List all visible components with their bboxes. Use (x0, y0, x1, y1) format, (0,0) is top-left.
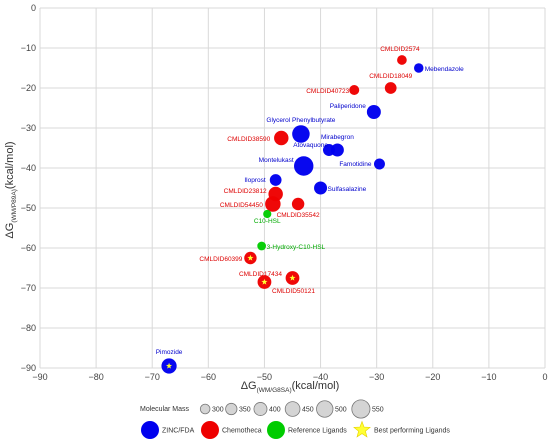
point-label-cmldid40723: CMLDID40723 (306, 88, 349, 95)
point-label-cmldid38590: CMLDID38590 (227, 136, 270, 143)
x-tick-label: −70 (145, 372, 160, 382)
point-mebendazole (413, 63, 424, 73)
x-tick-label: 0 (542, 372, 547, 382)
point-label-3-hydroxy-c10-hsl: 3-Hydroxy-C10-HSL (267, 244, 326, 251)
point-label-atovaquone: Atovaquone (293, 142, 328, 149)
size-legend-circle (316, 400, 334, 418)
point-cmldid18049 (384, 82, 397, 94)
x-tick-label: −10 (481, 372, 496, 382)
point-mirabegron (330, 143, 344, 157)
point-label-pimozide: Pimozide (156, 349, 183, 356)
point-label-cmldid54450: CMLDID54450 (220, 202, 263, 209)
size-legend-circle (225, 402, 238, 416)
size-legend-value: 550 (372, 407, 384, 414)
point-label-cmldid60399: CMLDID60399 (199, 256, 242, 263)
size-legend-value: 300 (212, 407, 224, 414)
point-paliperidone (366, 105, 381, 119)
y-tick-label: −90 (21, 363, 36, 373)
point-label-iloprost: Iloprost (244, 177, 266, 184)
x-axis-label: ΔG(WM/G8SA)(kcal/mol) (241, 380, 340, 394)
y-tick-label: −20 (21, 83, 36, 93)
point-label-sulfasalazine: Sulfasalazine (328, 186, 367, 193)
legend-label-reference-ligands: Reference Ligands (288, 428, 347, 435)
x-tick-label: −60 (201, 372, 216, 382)
size-legend-title: Molecular Mass (140, 406, 190, 413)
best-star-icon (289, 274, 296, 281)
legend-star-icon (353, 420, 371, 438)
legend-label-best-performing-ligands: Best performing Ligands (374, 428, 450, 435)
size-legend-circle (351, 399, 371, 419)
point-label-cmldid35542: CMLDID35542 (277, 212, 320, 219)
y-tick-label: −40 (21, 163, 36, 173)
point-cmldid54450 (265, 196, 281, 212)
point-cmldid2574 (397, 55, 407, 65)
y-tick-label: −30 (21, 123, 36, 133)
point-cmldid35542 (291, 197, 305, 211)
point-label-famotidine: Famotidine (339, 161, 372, 168)
y-tick-label: −80 (21, 323, 36, 333)
legend-label-zinc-fda: ZINC/FDA (162, 428, 195, 435)
point-label-cmldid23812: CMLDID23812 (224, 188, 267, 195)
grid (39, 7, 546, 369)
point-c10-hsl (263, 209, 272, 219)
point-cmldid40723 (349, 84, 360, 96)
color-legend: ZINC/FDA Chemotheca Reference Ligands Best … (141, 420, 450, 439)
size-legend-value: 400 (269, 407, 281, 414)
x-tick-label: −50 (257, 372, 272, 382)
point-3-hydroxy-c10-hsl (257, 241, 266, 251)
size-legend-circle (253, 402, 268, 416)
best-star-icon (247, 254, 254, 261)
y-axis-label: ΔG(WM/P89A)(kcal/mol) (4, 141, 18, 238)
point-label-paliperidone: Paliperidone (330, 103, 367, 110)
y-tick-label: −60 (21, 243, 36, 253)
x-tick-label: −80 (88, 372, 103, 382)
point-label-mirabegron: Mirabegron (321, 134, 354, 141)
point-label-montelukast: Montelukast (259, 157, 294, 164)
point-iloprost (269, 174, 282, 186)
point-sulfasalazine (314, 181, 328, 195)
size-legend-value: 350 (239, 407, 251, 414)
x-tick-label: −20 (425, 372, 440, 382)
size-legend-value: 450 (302, 407, 314, 414)
legend-marker-zinc-fda (141, 421, 159, 439)
x-tick-label: −90 (32, 372, 47, 382)
point-label-cmldid17434: CMLDID17434 (239, 271, 282, 278)
data-points (161, 55, 424, 374)
y-tick-label: −10 (21, 43, 36, 53)
best-star-icon (166, 362, 173, 369)
size-legend: Molecular Mass 300 350 400 450 500 550 (140, 399, 384, 419)
legend-label-chemotheca: Chemotheca (222, 428, 262, 435)
point-famotidine (373, 158, 385, 170)
point-labels: Mebendazole Paliperidone Glycerol Phenylbu… (156, 46, 464, 356)
size-legend-circle (199, 403, 211, 415)
size-legend-value: 500 (335, 407, 347, 414)
x-tick-label: −40 (313, 372, 328, 382)
y-tick-label: −70 (21, 283, 36, 293)
y-tick-label: −50 (21, 203, 36, 213)
point-label-cmldid18049: CMLDID18049 (369, 73, 412, 80)
point-label-cmldid2574: CMLDID2574 (380, 46, 420, 53)
point-cmldid38590 (274, 130, 289, 146)
best-star-icon (261, 278, 268, 285)
legend-marker-chemotheca (201, 421, 219, 439)
point-glycerol-phenylbutyrate (292, 125, 310, 143)
size-legend-circle (284, 401, 301, 417)
tick-labels: −90 −80 −70 −60 −50 −40 −30 −20 −10 0 0 −10 −20 −30 −4… (21, 3, 548, 382)
x-tick-label: −30 (369, 372, 384, 382)
point-label-c10-hsl: C10-HSL (254, 218, 281, 225)
point-montelukast (294, 156, 314, 176)
point-label-cmldid50121: CMLDID50121 (272, 288, 315, 295)
point-label-mebendazole: Mebendazole (425, 66, 464, 73)
point-label-glycerol-phenylbutyrate: Glycerol Phenylbutyrate (266, 117, 335, 124)
y-tick-label: 0 (31, 3, 36, 13)
legend-marker-reference-ligands (267, 421, 285, 439)
